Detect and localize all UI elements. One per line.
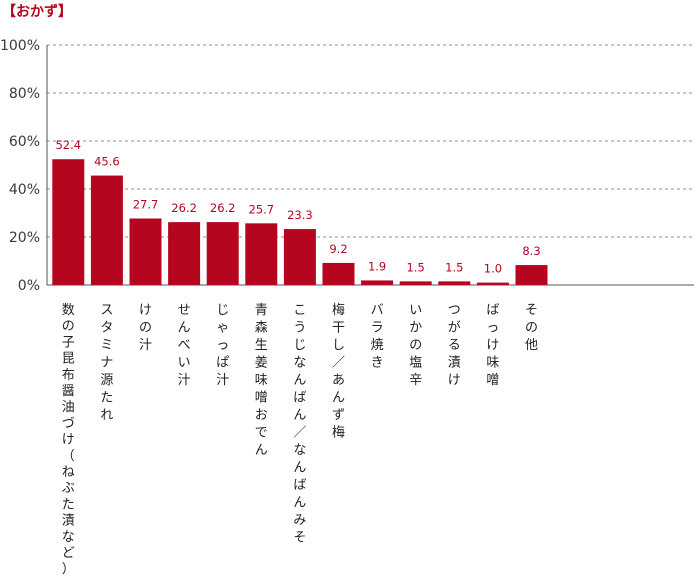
data-label: 9.2: [329, 242, 347, 256]
data-label: 25.7: [248, 202, 274, 216]
bar: [361, 280, 394, 285]
data-label: 1.9: [368, 259, 386, 273]
category-label: じゃっぱ汁: [216, 303, 229, 388]
data-label: 1.0: [484, 262, 502, 276]
data-label: 23.3: [287, 208, 313, 222]
category-label: スタミナ源たれ: [100, 303, 113, 423]
bar: [399, 281, 432, 285]
category-label: 青森生姜味噌おでん: [255, 303, 268, 458]
y-tick-label: 80%: [9, 86, 40, 102]
bar: [206, 222, 239, 285]
bar: [515, 265, 548, 285]
data-label: 52.4: [55, 138, 81, 152]
y-tick-label: 20%: [9, 230, 40, 246]
y-tick-label: 0%: [18, 278, 40, 294]
bar: [168, 222, 201, 285]
label-layer: 52.4 数の子昆布醤油づけ（ねぶた漬など） 45.6 スタミナ源たれ 27.7 けの汁 2…: [55, 138, 540, 576]
category-label: バラ焼き: [371, 303, 384, 371]
chart-title: 【おかず】: [2, 4, 72, 20]
bar: [438, 281, 471, 285]
category-label: 数の子昆布醤油づけ（ねぶた漬など）: [62, 303, 75, 576]
data-label: 26.2: [171, 201, 197, 215]
data-label: 8.3: [522, 244, 540, 258]
bar: [52, 159, 85, 285]
bar: [129, 218, 162, 285]
data-label: 45.6: [94, 155, 120, 169]
category-label: その他: [525, 303, 538, 353]
bar: [245, 223, 278, 285]
category-label: けの汁: [139, 303, 152, 353]
category-label: いかの塩辛: [409, 303, 422, 388]
category-label: せんべい汁: [178, 303, 191, 388]
bar: [322, 262, 355, 285]
data-label: 26.2: [210, 201, 236, 215]
bar: [90, 175, 123, 285]
data-label: 27.7: [133, 198, 159, 212]
category-label: ばっけ味噌: [486, 303, 499, 388]
bar-layer: [52, 159, 548, 285]
category-label: 梅干し／あんず梅: [332, 303, 345, 441]
y-tick-label: 60%: [9, 134, 40, 150]
data-label: 1.5: [407, 260, 425, 274]
data-label: 1.5: [445, 260, 463, 274]
y-tick-label: 100%: [0, 38, 40, 54]
category-label: こうじなんばん／なんばんみそ: [293, 303, 306, 546]
bar: [283, 229, 316, 285]
bar: [476, 282, 509, 285]
y-tick-label: 40%: [9, 182, 40, 198]
category-label: つがる漬け: [448, 303, 461, 388]
